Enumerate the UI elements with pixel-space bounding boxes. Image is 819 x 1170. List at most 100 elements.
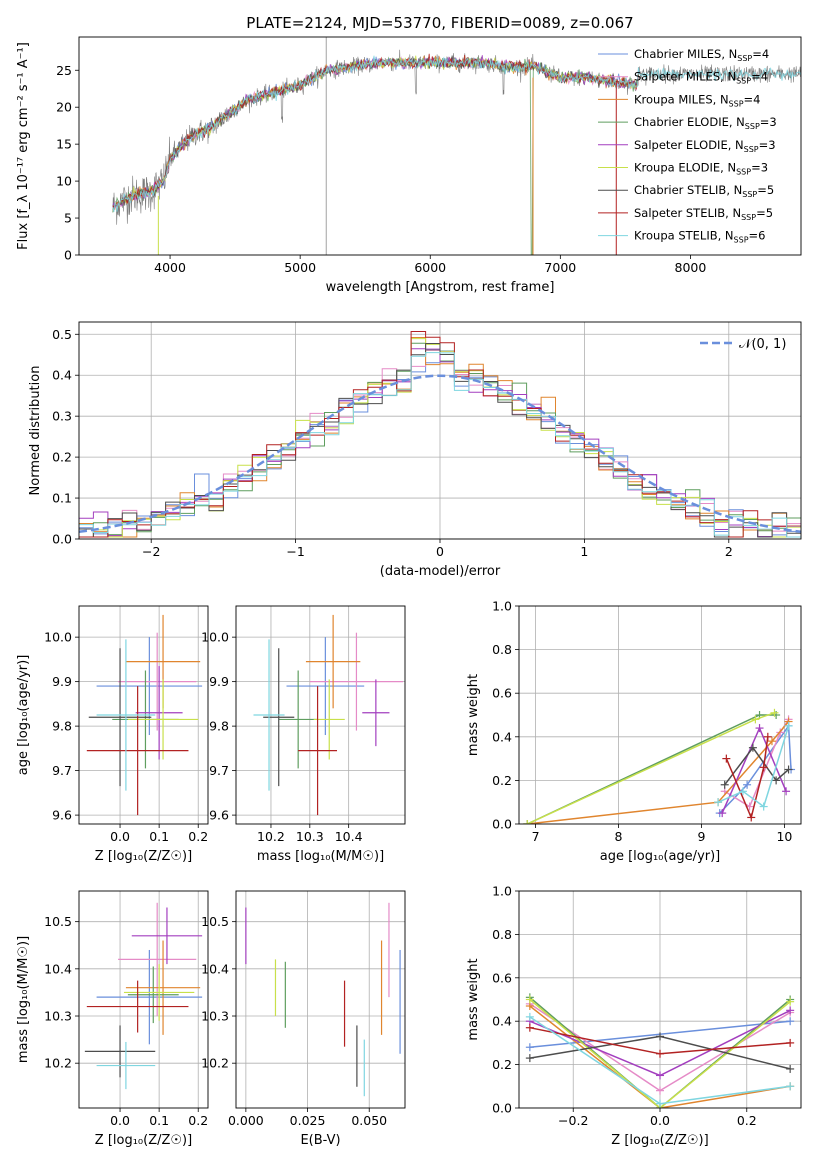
age-vs-metallicity-panel: 0.0 0.1 0.2 9.6 9.7 9.8 9.9 10.0 Z [log₁₀(Z/Z☉)]… <box>16 605 209 864</box>
x-axis-label: wavelength [Angstrom, rest frame] <box>326 280 555 295</box>
mass-vs-metallicity-panel: 0.0 0.1 0.2 10.2 10.3 10.4 10.5 Z [log₁₀(Z/Z☉)]… <box>16 890 209 1148</box>
residuals-histogram-panel: 𝒩(0, 1) −2 −1 0 1 2 0.0 0.1 0.2 0.3 0.4 0.5 (data-mo… <box>28 321 802 579</box>
y-tick-label: 5 <box>64 211 72 226</box>
legend-value: =4 <box>751 70 768 84</box>
x-tick-label: 7000 <box>544 260 576 275</box>
mass-weight-line <box>717 725 790 808</box>
y-tick-label: 0.1 <box>52 491 72 506</box>
y-tick-label: 10.5 <box>44 914 72 929</box>
y-axis-label: mass [log₁₀(M/M☉)] <box>16 936 31 1063</box>
axes-frame <box>78 890 209 1109</box>
legend-entry: Salpeter STELIB, NSSP=5 <box>634 206 773 222</box>
y-tick-label: 10.4 <box>201 961 229 976</box>
y-tick-label: 10.5 <box>201 914 229 929</box>
legend-entry: Kroupa STELIB, NSSP=6 <box>634 229 765 245</box>
x-tick-label: 1 <box>580 544 588 559</box>
x-tick-label: 0.0 <box>110 829 130 844</box>
x-tick-label: −1 <box>286 544 304 559</box>
y-tick-label: 15 <box>56 137 72 152</box>
x-tick-label: 0.0 <box>110 1113 130 1128</box>
y-tick-label: 10.4 <box>44 961 72 976</box>
y-tick-label: 0.0 <box>52 532 72 547</box>
x-tick-label: 0.025 <box>290 1113 326 1128</box>
y-axis-label: Flux [f_λ 10⁻¹⁷ erg cm⁻² s⁻¹ A⁻¹] <box>16 42 31 250</box>
y-tick-label: 1.0 <box>492 884 512 899</box>
y-tick-label: 9.9 <box>209 674 229 689</box>
y-tick-label: 10.0 <box>44 630 72 645</box>
residual-histogram-step <box>79 352 801 538</box>
x-tick-label: −0.2 <box>558 1113 588 1128</box>
y-axis-label: mass weight <box>466 674 481 756</box>
y-tick-label: 9.9 <box>52 674 72 689</box>
legend-entry: Kroupa ELODIE, NSSP=3 <box>634 161 768 177</box>
legend-value: =6 <box>749 229 766 243</box>
legend-subscript: SSP <box>736 168 751 177</box>
mass-weight-vs-metallicity-panel: −0.2 0.0 0.2 0.0 0.2 0.4 0.6 0.8 1.0 Z [log₁₀(Z/Z… <box>466 884 802 1148</box>
legend-value: =5 <box>757 183 774 197</box>
legend-value: =3 <box>759 138 776 152</box>
x-tick-label: 0.0 <box>650 1113 670 1128</box>
legend-subscript: SSP <box>741 213 756 222</box>
y-tick-label: 10.0 <box>201 630 229 645</box>
mass-weight-line <box>527 721 790 824</box>
legend-value: =5 <box>756 206 773 220</box>
model-spectrum-line <box>112 56 639 255</box>
y-tick-label: 0 <box>64 248 72 263</box>
x-tick-label: 0.2 <box>188 829 208 844</box>
legend-value: =4 <box>744 92 761 106</box>
y-tick-label: 0.6 <box>492 686 512 701</box>
x-tick-label: 10 <box>776 829 792 844</box>
y-axis-label: age [log₁₀(age/yr)] <box>16 655 31 776</box>
x-tick-label: 0.1 <box>149 829 169 844</box>
legend: Chabrier MILES, NSSP=4 Salpeter MILES, NS… <box>598 47 777 245</box>
y-tick-label: 10.3 <box>201 1009 229 1024</box>
y-axis-label: Normed distribution <box>28 366 43 496</box>
y-tick-label: 10 <box>56 174 72 189</box>
legend-entry: Salpeter MILES, NSSP=4 <box>634 70 768 86</box>
x-axis-label: mass [log₁₀(M/M☉)] <box>257 849 384 864</box>
axes-frame <box>78 605 209 825</box>
model-spectrum-line <box>112 55 801 213</box>
x-tick-label: 0 <box>436 544 444 559</box>
x-tick-label: 8 <box>615 829 623 844</box>
x-tick-label: 6000 <box>414 260 446 275</box>
x-tick-label: 9 <box>697 829 705 844</box>
mass-vs-ebv-panel: 0.000 0.025 0.050 10.2 10.3 10.4 10.5 E(B-V) <box>201 890 406 1148</box>
figure-title: PLATE=2124, MJD=53770, FIBERID=0089, z=0… <box>246 14 633 32</box>
plot-area <box>519 891 801 1108</box>
plot-area <box>79 891 208 1108</box>
x-tick-label: 10.2 <box>257 829 285 844</box>
y-tick-label: 0.2 <box>492 1057 512 1072</box>
x-axis-label: E(B-V) <box>300 1133 340 1148</box>
x-tick-label: 10.4 <box>335 829 363 844</box>
mass-weight-line <box>529 996 791 1108</box>
gaussian-reference-curve <box>79 374 801 534</box>
x-axis-label: (data-model)/error <box>380 564 501 579</box>
mass-weight-line <box>725 736 769 820</box>
legend-entry: Chabrier ELODIE, NSSP=3 <box>634 115 777 131</box>
x-tick-label: −2 <box>142 544 160 559</box>
y-tick-label: 0.5 <box>52 327 72 342</box>
legend-subscript: SSP <box>745 122 760 131</box>
y-tick-label: 0.2 <box>52 450 72 465</box>
y-tick-label: 0.4 <box>492 729 512 744</box>
axes-frame <box>518 605 802 825</box>
legend-subscript: SSP <box>744 145 759 154</box>
y-tick-label: 0.0 <box>492 817 512 832</box>
gaussian-legend-label: 𝒩(0, 1) <box>739 337 786 352</box>
y-tick-label: 0.6 <box>492 970 512 985</box>
legend-value: =3 <box>751 161 768 175</box>
plot-area <box>236 606 405 824</box>
legend-entry: Chabrier MILES, NSSP=4 <box>634 47 769 63</box>
x-tick-label: 7 <box>532 829 540 844</box>
spectrum-panel: Chabrier MILES, NSSP=4 Salpeter MILES, NS… <box>16 36 802 295</box>
x-axis-label: Z [log₁₀(Z/Z☉)] <box>95 849 192 864</box>
y-tick-label: 0.8 <box>492 927 512 942</box>
x-axis-label: Z [log₁₀(Z/Z☉)] <box>611 1133 708 1148</box>
residual-histogram-step <box>79 348 801 537</box>
legend-value: =4 <box>752 47 769 61</box>
y-tick-label: 9.8 <box>209 719 229 734</box>
axes-frame <box>235 890 406 1109</box>
y-tick-label: 0.4 <box>52 368 72 383</box>
